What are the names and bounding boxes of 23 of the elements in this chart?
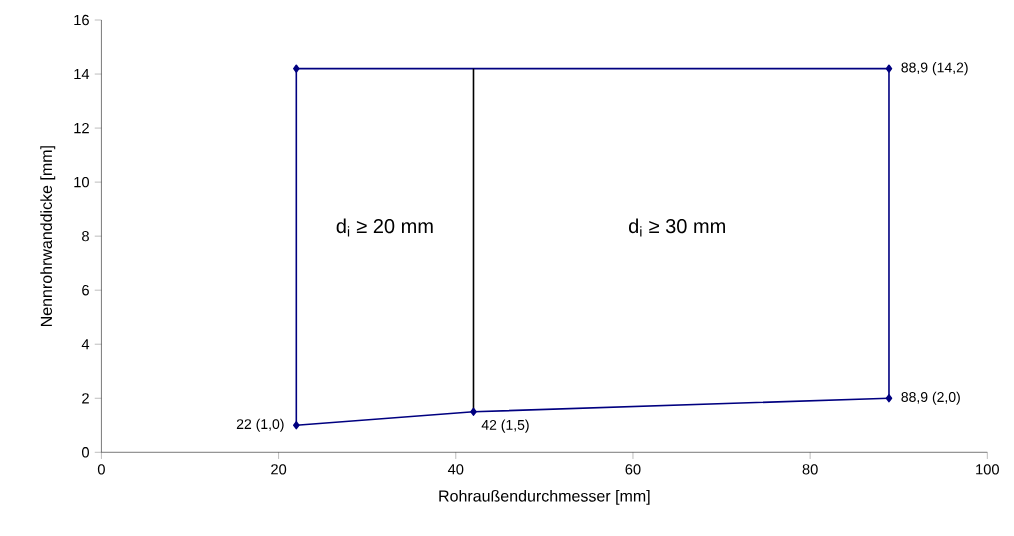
y-tick-label: 16	[74, 14, 89, 26]
annotation: 88,9 (14,2)	[901, 61, 968, 75]
x-axis-title: Rohraußendurchmesser [mm]	[439, 489, 650, 505]
annotation: 22 (1,0)	[236, 418, 284, 432]
x-tick-label: 20	[271, 463, 287, 475]
x-tick-label: 40	[447, 463, 464, 475]
x-tick-label: 100	[976, 463, 999, 475]
annotation: 88,9 (2,0)	[901, 391, 960, 405]
y-tick-label: 12	[74, 122, 89, 134]
x-tick-label: 80	[802, 463, 818, 475]
y-tick-label: 10	[74, 176, 89, 188]
y-tick-label: 8	[82, 230, 89, 242]
y-axis-title: Nennrohrwanddicke [mm]	[40, 145, 56, 326]
annotation: d$_{i}$ ≥ 20 mm	[336, 218, 433, 237]
annotation: d$_{i}$ ≥ 30 mm	[628, 218, 725, 237]
y-tick-label: 4	[81, 339, 90, 350]
y-tick-label: 14	[74, 68, 90, 79]
x-tick-label: 60	[625, 463, 641, 475]
y-tick-label: 6	[82, 284, 89, 296]
x-tick-label: 0	[97, 463, 105, 475]
y-tick-label: 2	[82, 392, 89, 404]
y-tick-label: 0	[81, 446, 89, 458]
annotation: 42 (1,5)	[481, 419, 529, 433]
